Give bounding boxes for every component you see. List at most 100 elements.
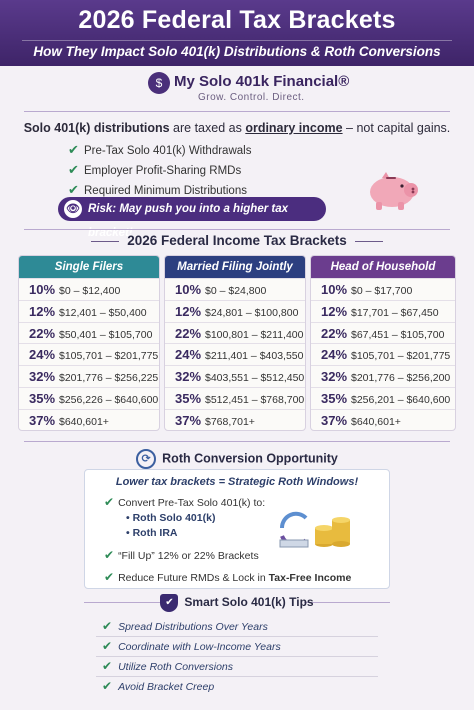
table-row: 22% $67,451 – $105,700: [311, 321, 455, 344]
list-item: ✔ Employer Profit-Sharing RMDs: [68, 160, 251, 180]
rate-cell: 35%: [29, 390, 56, 406]
table-row: 24% $105,701 – $201,775: [19, 343, 159, 365]
column-header: Married Filing Jointly: [165, 256, 305, 278]
range-cell: $640,601+: [351, 415, 401, 428]
rate-cell: 37%: [29, 412, 56, 428]
tip-item: ✔ Avoid Bracket Creep: [102, 677, 372, 695]
rate-cell: 10%: [321, 282, 348, 297]
married-filing-jointly-column: Married Filing Jointly 10% $0 – $24,800 1…: [164, 255, 306, 431]
roth-target-item: • Roth IRA: [126, 527, 178, 539]
rate-cell: 24%: [29, 347, 56, 363]
table-row: 12% $17,701 – $67,450: [311, 299, 455, 322]
table-row: 10% $0 – $17,700: [311, 278, 455, 300]
risk-text: Risk: May push you into a higher tax bra…: [88, 203, 289, 239]
rate-cell: 35%: [175, 390, 202, 406]
range-cell: $201,776 – $256,225: [59, 372, 159, 385]
check-icon: ✔: [104, 495, 115, 509]
brand-tagline: Grow. Control. Direct.: [198, 92, 305, 103]
sync-arrows-icon: ⟳: [136, 449, 157, 469]
roth-fillup-text: “Fill Up” 12% or 22% Brackets: [118, 550, 259, 562]
list-item: ✔ Required Minimum Distributions: [68, 180, 251, 200]
table-row: 32% $201,776 – $256,225: [19, 365, 159, 387]
divider: [24, 441, 450, 442]
table-row: 32% $403,551 – $512,450: [165, 365, 305, 387]
divider: [84, 602, 174, 603]
roth-reduce-text: Reduce Future RMDs & Lock in: [118, 572, 269, 584]
tips-title-text: Smart Solo 401(k) Tips: [184, 595, 314, 610]
divider: [96, 636, 378, 637]
rate-cell: 32%: [29, 369, 56, 385]
roth-convert-text: Convert Pre-Tax Solo 401(k) to:: [118, 497, 266, 509]
piggy-eye-icon: 👁: [64, 200, 82, 218]
table-row: 24% $105,701 – $201,775: [311, 343, 455, 365]
range-cell: $24,801 – $100,800: [205, 306, 299, 319]
intro-lead: Solo 401(k) distributions: [23, 121, 170, 135]
rate-cell: 12%: [321, 303, 348, 319]
rate-cell: 32%: [175, 369, 202, 385]
list-item-label: Required Minimum Distributions: [84, 185, 247, 197]
roth-conversion-box: Lower tax brackets = Strategic Roth Wind…: [84, 469, 390, 589]
table-row: 32% $201,776 – $256,200: [311, 365, 455, 387]
check-icon: ✔: [104, 570, 115, 584]
page-title: 2026 Federal Tax Brackets: [78, 6, 396, 34]
tip-item: ✔ Coordinate with Low-Income Years: [102, 637, 372, 655]
head-of-household-column: Head of Household 10% $0 – $17,700 12% $17…: [310, 255, 456, 431]
rate-cell: 24%: [175, 347, 202, 363]
brackets-title-text: 2026 Federal Income Tax Brackets: [127, 233, 347, 248]
check-icon: ✔: [102, 659, 113, 673]
list-item: ✔ Pre-Tax Solo 401(k) Withdrawals: [68, 140, 251, 160]
rate-cell: 37%: [175, 412, 202, 428]
rate-cell: 24%: [321, 347, 348, 363]
column-header: Single Filers: [19, 256, 159, 278]
tips-section-title: ✔ Smart Solo 401(k) Tips: [0, 594, 474, 612]
income-types-list: ✔ Pre-Tax Solo 401(k) Withdrawals ✔ Employ…: [68, 140, 251, 200]
range-cell: $768,701+: [205, 415, 255, 428]
range-cell: $50,401 – $105,700: [59, 328, 153, 341]
list-item-label: Pre-Tax Solo 401(k) Withdrawals: [84, 145, 252, 157]
table-row: 37% $640,601+: [19, 408, 159, 430]
rate-cell: 10%: [29, 282, 56, 297]
range-cell: $403,551 – $512,450: [205, 372, 305, 385]
check-icon: ✔: [102, 619, 113, 633]
rate-cell: 12%: [175, 303, 202, 319]
roth-reduce-emphasis: Tax-Free Income: [268, 572, 352, 584]
tip-label: Avoid Bracket Creep: [118, 681, 215, 693]
brackets-section-title: 2026 Federal Income Tax Brackets: [0, 233, 474, 248]
intro-middle: are taxed as: [169, 121, 246, 135]
check-icon: ✔: [104, 548, 115, 562]
piggy-bank-icon: [370, 172, 418, 210]
divider: [304, 602, 390, 603]
table-row: 37% $640,601+: [311, 408, 455, 430]
roth-title-text: Roth Conversion Opportunity: [162, 451, 338, 466]
coin-stack-icon: [279, 511, 350, 548]
tip-label: Coordinate with Low-Income Years: [118, 641, 281, 653]
roth-convert-line: ✔ Convert Pre-Tax Solo 401(k) to:: [104, 495, 265, 509]
list-item-label: Employer Profit-Sharing RMDs: [84, 165, 242, 177]
range-cell: $100,801 – $211,400: [205, 328, 304, 341]
roth-reduce-line: ✔ Reduce Future RMDs & Lock in Tax-Free I…: [104, 570, 351, 584]
rate-cell: 12%: [29, 303, 56, 319]
range-cell: $0 – $24,800: [205, 285, 267, 297]
range-cell: $256,201 – $640,600: [351, 393, 451, 406]
table-row: 12% $12,401 – $50,400: [19, 299, 159, 322]
tip-label: Utilize Roth Conversions: [118, 661, 234, 673]
divider: [96, 676, 378, 677]
header-banner: 2026 Federal Tax Brackets How They Impac…: [0, 0, 474, 66]
range-cell: $211,401 – $403,550: [205, 350, 304, 363]
roth-section-title: ⟳ Roth Conversion Opportunity: [0, 449, 474, 469]
brand-name: My Solo 401k Financial®: [174, 73, 350, 90]
check-icon: ✔: [68, 162, 79, 177]
table-row: 37% $768,701+: [165, 408, 305, 430]
divider: [24, 229, 450, 230]
table-row: 24% $211,401 – $403,550: [165, 343, 305, 365]
rate-cell: 32%: [321, 369, 348, 385]
roth-lead: Lower tax brackets = Strategic Roth Wind…: [115, 476, 359, 488]
check-icon: ✔: [68, 182, 79, 197]
check-icon: ✔: [68, 142, 79, 157]
rate-cell: 22%: [321, 325, 348, 341]
roth-target-item: • Roth Solo 401(k): [126, 512, 216, 524]
table-row: 12% $24,801 – $100,800: [165, 299, 305, 322]
tip-label: Spread Distributions Over Years: [118, 621, 268, 633]
column-header: Head of Household: [311, 256, 455, 278]
range-cell: $512,451 – $768,700: [205, 393, 305, 406]
